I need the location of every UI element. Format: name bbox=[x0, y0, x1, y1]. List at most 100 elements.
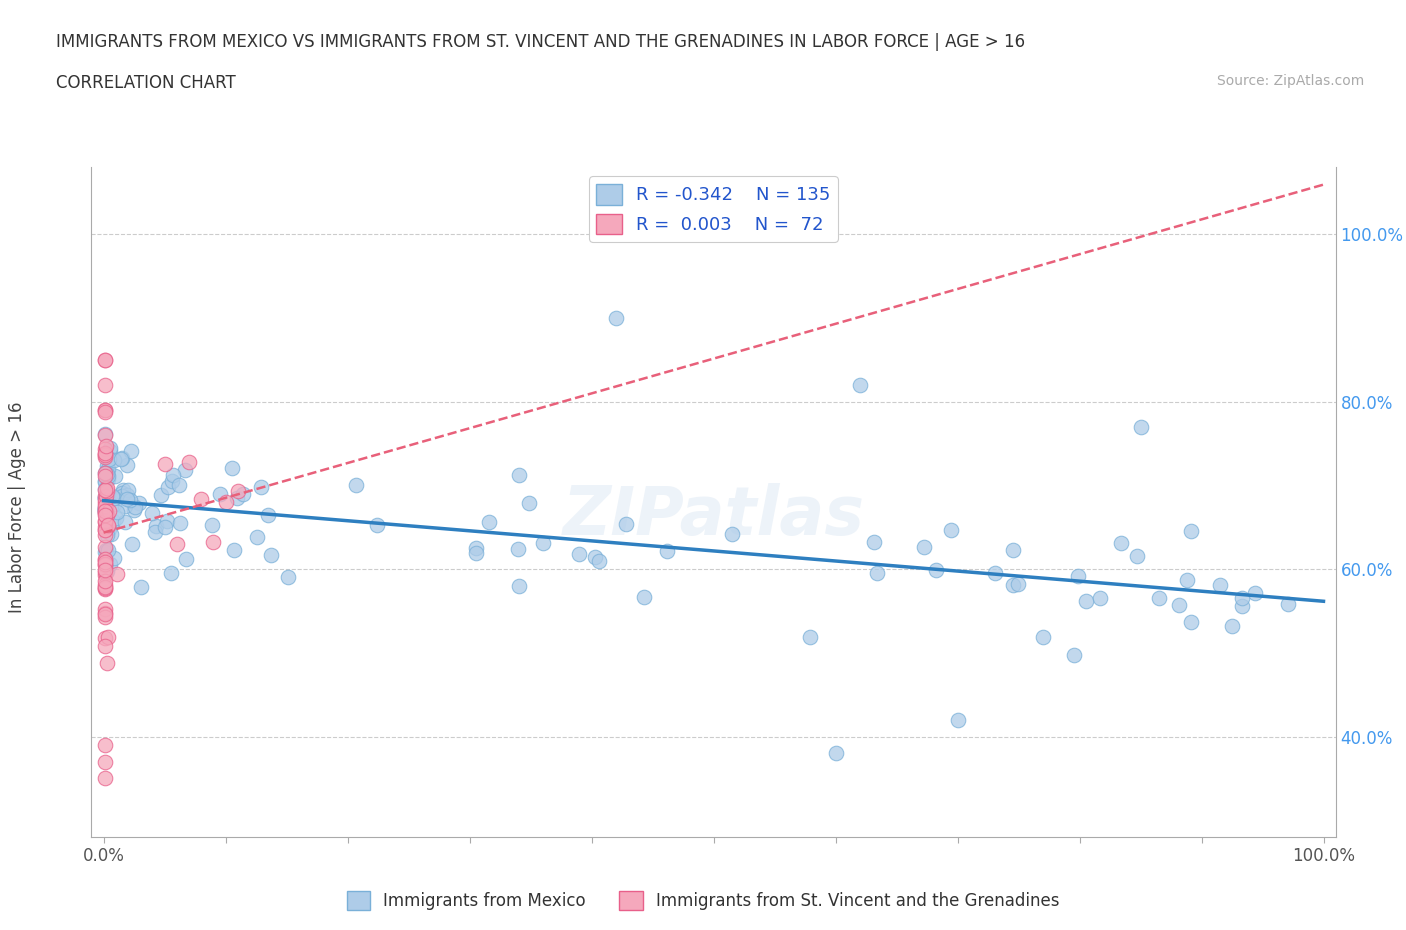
Point bbox=[249, 479, 271, 494]
Point bbox=[94, 445, 117, 460]
Point bbox=[105, 511, 128, 525]
Point bbox=[1063, 648, 1085, 663]
Point bbox=[941, 523, 963, 538]
Point bbox=[94, 498, 117, 513]
Point bbox=[94, 405, 117, 419]
Point bbox=[94, 490, 117, 505]
Text: CORRELATION CHART: CORRELATION CHART bbox=[56, 74, 236, 92]
Point bbox=[605, 311, 627, 325]
Point bbox=[98, 521, 121, 536]
Point bbox=[531, 536, 554, 551]
Point bbox=[94, 771, 117, 786]
Point bbox=[946, 712, 969, 727]
Point bbox=[97, 472, 120, 486]
Point bbox=[101, 489, 124, 504]
Point bbox=[110, 451, 132, 466]
Point bbox=[94, 565, 117, 579]
Point bbox=[131, 580, 153, 595]
Point bbox=[145, 518, 167, 533]
Point bbox=[583, 549, 606, 564]
Point bbox=[96, 508, 118, 523]
Point bbox=[1109, 536, 1132, 551]
Point bbox=[94, 428, 117, 443]
Point bbox=[508, 578, 530, 593]
Point bbox=[96, 509, 118, 524]
Point bbox=[94, 545, 117, 560]
Point bbox=[862, 534, 884, 549]
Point bbox=[1208, 578, 1230, 593]
Point bbox=[166, 537, 188, 551]
Point bbox=[614, 516, 637, 531]
Point bbox=[98, 444, 121, 458]
Point bbox=[94, 495, 117, 510]
Point bbox=[112, 483, 135, 498]
Point bbox=[94, 489, 117, 504]
Point bbox=[128, 496, 150, 511]
Point bbox=[1175, 573, 1198, 588]
Point bbox=[94, 522, 117, 537]
Point bbox=[96, 488, 118, 503]
Text: IMMIGRANTS FROM MEXICO VS IMMIGRANTS FROM ST. VINCENT AND THE GRENADINES IN LABO: IMMIGRANTS FROM MEXICO VS IMMIGRANTS FRO… bbox=[56, 33, 1025, 50]
Point bbox=[568, 547, 591, 562]
Point bbox=[167, 477, 190, 492]
Point bbox=[115, 488, 138, 503]
Point bbox=[94, 581, 117, 596]
Point bbox=[97, 461, 120, 476]
Point bbox=[655, 544, 678, 559]
Point bbox=[912, 539, 935, 554]
Point bbox=[517, 496, 540, 511]
Point bbox=[94, 499, 117, 514]
Point bbox=[94, 504, 117, 519]
Point bbox=[202, 535, 225, 550]
Point bbox=[111, 485, 134, 500]
Point bbox=[94, 466, 117, 481]
Point bbox=[94, 578, 117, 592]
Point bbox=[1129, 419, 1152, 434]
Point bbox=[94, 514, 117, 529]
Point bbox=[94, 508, 117, 523]
Point bbox=[103, 469, 125, 484]
Text: Source: ZipAtlas.com: Source: ZipAtlas.com bbox=[1216, 74, 1364, 88]
Point bbox=[984, 566, 1007, 581]
Point bbox=[100, 526, 122, 541]
Point bbox=[105, 566, 128, 581]
Point bbox=[1220, 618, 1243, 633]
Point bbox=[169, 515, 191, 530]
Point bbox=[94, 606, 117, 621]
Point bbox=[508, 468, 530, 483]
Point bbox=[1168, 598, 1191, 613]
Point bbox=[478, 514, 501, 529]
Point bbox=[94, 554, 117, 569]
Text: In Labor Force | Age > 16: In Labor Force | Age > 16 bbox=[8, 401, 25, 613]
Point bbox=[101, 513, 124, 528]
Point bbox=[94, 483, 117, 498]
Point bbox=[94, 352, 117, 367]
Point bbox=[94, 473, 117, 488]
Point bbox=[1147, 591, 1170, 605]
Point bbox=[97, 630, 120, 644]
Legend: Immigrants from Mexico, Immigrants from St. Vincent and the Grenadines: Immigrants from Mexico, Immigrants from … bbox=[340, 884, 1066, 917]
Point bbox=[94, 551, 117, 566]
Point bbox=[1002, 542, 1025, 557]
Point bbox=[94, 504, 117, 519]
Point bbox=[1007, 577, 1029, 591]
Point bbox=[94, 737, 117, 752]
Point bbox=[366, 518, 388, 533]
Point bbox=[94, 490, 117, 505]
Point bbox=[222, 542, 245, 557]
Point bbox=[94, 503, 117, 518]
Point bbox=[94, 501, 117, 516]
Point bbox=[94, 446, 117, 461]
Point bbox=[96, 485, 118, 499]
Point bbox=[799, 630, 821, 644]
Point bbox=[1066, 568, 1088, 583]
Point bbox=[226, 483, 249, 498]
Point bbox=[849, 378, 872, 392]
Point bbox=[115, 491, 138, 506]
Point bbox=[221, 460, 243, 475]
Point bbox=[201, 517, 224, 532]
Point bbox=[97, 503, 120, 518]
Point bbox=[94, 631, 117, 645]
Point bbox=[94, 447, 117, 462]
Point bbox=[94, 502, 117, 517]
